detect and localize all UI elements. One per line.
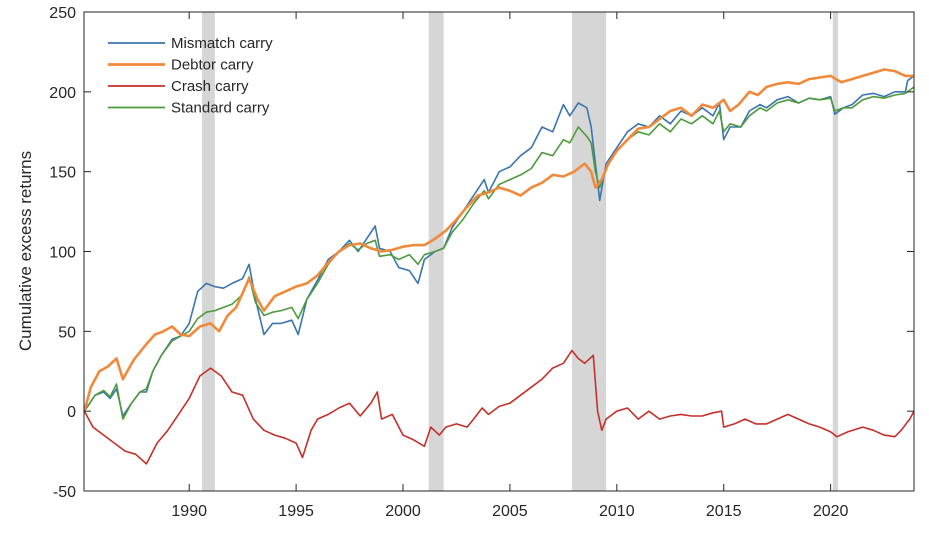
y-axis: -50 0 50 100 150 200 250 bbox=[49, 5, 914, 501]
y-tick-label: 250 bbox=[49, 5, 76, 22]
series-line-debtor-carry bbox=[83, 68, 914, 412]
series-lines bbox=[83, 68, 915, 465]
legend-label: Mismatch carry bbox=[171, 35, 273, 52]
legend-item: Standard carry bbox=[108, 100, 270, 117]
x-tick-label: 2000 bbox=[385, 503, 421, 520]
shaded-period-3 bbox=[832, 12, 839, 491]
shaded-period-2 bbox=[571, 12, 607, 491]
recession-shading bbox=[202, 12, 839, 491]
y-tick-label: 100 bbox=[49, 245, 76, 262]
legend-label: Debtor carry bbox=[171, 57, 254, 74]
series-line-standard-carry bbox=[83, 86, 915, 420]
x-axis: 1990 1995 2000 2005 2010 2015 2020 bbox=[171, 12, 849, 520]
y-axis-title: Cumulative excess returns bbox=[16, 151, 35, 351]
y-tick-label: 200 bbox=[49, 85, 76, 102]
legend-label: Standard carry bbox=[171, 100, 270, 117]
legend-label: Crash carry bbox=[171, 78, 249, 95]
y-tick-label: -50 bbox=[53, 484, 76, 501]
x-tick-label: 2005 bbox=[492, 503, 528, 520]
x-tick-label: 2010 bbox=[599, 503, 635, 520]
legend-item: Debtor carry bbox=[108, 57, 254, 74]
legend-item: Crash carry bbox=[108, 78, 249, 95]
x-tick-label: 2020 bbox=[813, 503, 849, 520]
x-tick-label: 1995 bbox=[278, 503, 314, 520]
y-tick-label: 150 bbox=[49, 165, 76, 182]
y-tick-label: 50 bbox=[58, 324, 76, 341]
x-tick-label: 1990 bbox=[171, 503, 207, 520]
y-tick-label: 0 bbox=[67, 404, 76, 421]
legend: Mismatch carry Debtor carry Crash carry Sta… bbox=[108, 35, 273, 117]
series-line-crash-carry bbox=[83, 349, 915, 465]
x-tick-label: 2015 bbox=[706, 503, 742, 520]
legend-item: Mismatch carry bbox=[108, 35, 273, 52]
